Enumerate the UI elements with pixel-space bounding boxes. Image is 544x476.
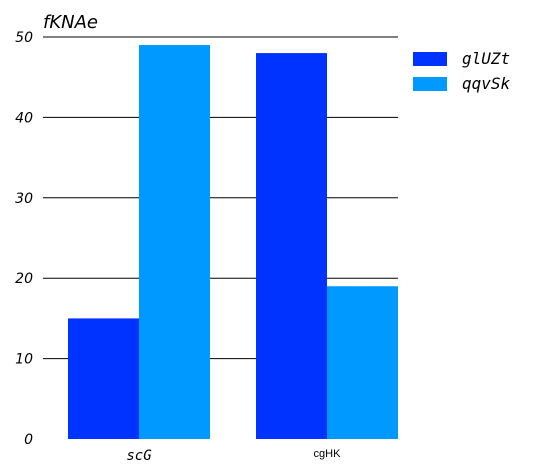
y-tick-label: 20 [15,271,33,287]
legend-swatch-glUZt [413,52,447,66]
y-tick-label: 30 [15,191,33,207]
bar-glUZt-cgHK [256,53,327,439]
x-tick-label: scG [126,448,152,464]
legend-label-glUZt: glUZt [462,49,510,68]
bar-qqvSk-cgHK [327,286,398,439]
legend-swatch-qqvSk [413,77,447,91]
legend-label-qqvSk: qqvSk [462,74,511,93]
y-tick-label: 40 [15,110,33,126]
y-tick-label: 10 [15,352,33,368]
legend: glUZt qqvSk [413,49,511,93]
y-tick-label: 50 [15,30,33,46]
x-tick-label: cgHK [314,448,342,460]
bar-glUZt-scG [68,318,139,439]
y-axis-ticks: 0 10 20 30 40 50 [15,30,33,448]
y-axis-label: fKNAe [43,12,98,33]
y-tick-label: 0 [24,432,33,448]
bar-qqvSk-scG [139,45,210,439]
bars [68,45,398,439]
x-axis-ticks: scG cgHK [126,448,341,464]
